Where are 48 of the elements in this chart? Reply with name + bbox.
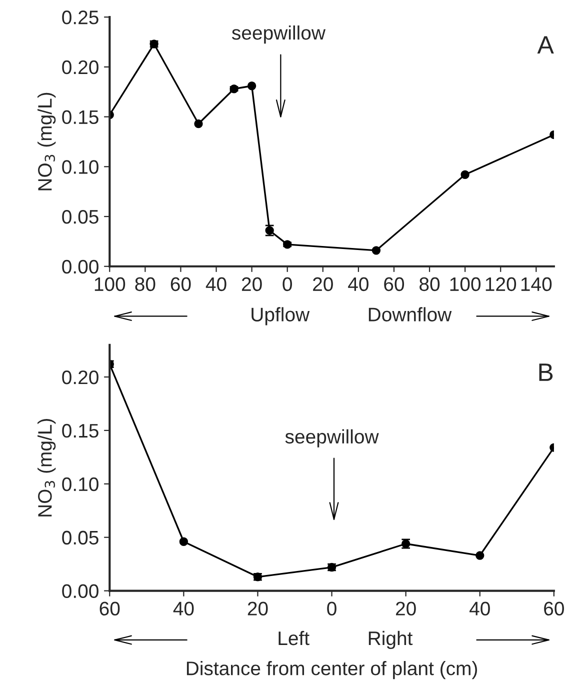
x-tick-label: 40 [173,602,194,616]
y-axis-title: NO$_{3}$ (mg/L) [38,419,56,516]
point [194,119,203,128]
x-tick-label: 40 [348,277,368,292]
text: Downflow [368,307,452,322]
x-tick-label: 100 [94,277,126,292]
y-axis-title: NO$_{3}$ (mg/L) [38,92,56,190]
y-tick-label: 0.15 [62,424,98,438]
x-tick-label: 80 [135,277,156,292]
point [372,246,381,255]
x-tick-label: 20 [242,277,262,292]
x-tick-label: 20 [313,277,333,292]
x-tick-label: 40 [470,602,490,616]
point [460,170,470,179]
y-tick-label: 0.15 [62,110,98,124]
y-tick-label: 0.05 [62,210,98,224]
annotation: seepwillow [232,25,326,44]
x-tick-label: 20 [248,602,268,616]
x-tick-label: 100 [450,277,481,292]
text: Right [368,630,413,650]
y-tick-label: 0.10 [62,160,98,174]
x-tick-label: 140 [521,277,552,292]
y-tick-label: 0.20 [62,60,98,74]
x-tick-label: 60 [170,277,191,292]
annotation: B [539,364,553,381]
x-axis-title: Distance from center of plant (cm) [186,661,477,680]
text: Upflow [252,307,310,326]
point [476,551,484,560]
y-tick-label: 0.00 [62,260,98,274]
x-tick-label: 120 [486,277,516,292]
annotation: seepwillow [285,429,379,448]
y-tick-label: 0.10 [62,477,98,492]
point [179,537,188,546]
x-tick-label: 60 [100,602,120,616]
x-tick-label: 20 [396,602,416,616]
point [247,82,256,90]
x-tick-label: 60 [384,277,404,292]
y-tick-label: 0.25 [62,10,98,24]
y-tick-label: 0.05 [62,530,98,545]
y-tick-label: 0.00 [62,584,98,598]
x-tick-label: 0 [282,277,292,292]
annotation: A [537,36,554,54]
x-tick-label: 60 [544,602,564,616]
text: Left [278,630,310,646]
x-tick-label: 40 [206,277,226,292]
x-tick-label: 80 [420,277,440,292]
y-tick-label: 0.20 [62,370,98,384]
x-tick-label: 0 [327,602,336,616]
